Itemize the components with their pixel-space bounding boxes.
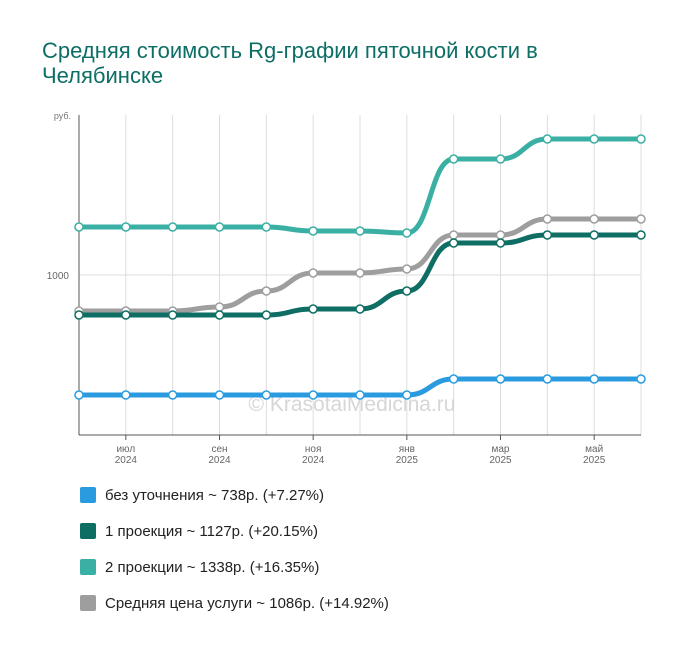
chart-legend: без уточнения ~ 738р. (+7.27%) 1 проекция… (80, 483, 389, 627)
data-point (261, 390, 272, 400)
data-point (495, 154, 506, 164)
data-point (448, 374, 459, 384)
legend-label: 1 проекция ~ 1127р. (+20.15%) (105, 522, 318, 540)
legend-swatch (80, 487, 96, 503)
legend-label: без уточнения ~ 738р. (+7.27%) (105, 486, 325, 504)
legend-swatch (80, 595, 96, 611)
data-point (261, 286, 272, 296)
data-point (355, 390, 365, 400)
data-point (636, 134, 646, 144)
data-point (402, 390, 412, 400)
data-point (542, 230, 553, 240)
x-tick-month: ноя (305, 444, 322, 455)
data-point (636, 374, 646, 384)
legend-label: 2 проекции ~ 1338р. (+16.35%) (105, 558, 320, 576)
data-point (542, 374, 553, 384)
x-tick-year: 2024 (208, 455, 231, 466)
data-point (167, 222, 178, 232)
data-point (167, 390, 178, 400)
data-point (589, 230, 599, 240)
data-point (448, 230, 459, 240)
data-point (261, 222, 272, 232)
data-point (402, 286, 412, 296)
data-point (214, 302, 225, 312)
watermark: © KrasotaiMedicina.ru (249, 393, 456, 416)
legend-swatch (80, 523, 96, 539)
data-point (636, 230, 646, 240)
data-point (542, 134, 553, 144)
data-point (308, 390, 318, 400)
data-point (308, 268, 318, 278)
data-point (261, 310, 272, 320)
y-tick-label: 1000 (47, 271, 70, 282)
data-point (74, 390, 84, 400)
legend-swatch (80, 559, 96, 575)
y-axis-unit-label: руб. (54, 111, 71, 121)
data-point (448, 154, 459, 164)
data-point (121, 390, 131, 400)
x-tick-month: янв (399, 444, 415, 455)
data-point (308, 304, 318, 314)
x-tick-year: 2024 (302, 455, 325, 466)
data-point (355, 226, 365, 236)
data-point (74, 222, 84, 232)
x-tick-year: 2025 (583, 455, 606, 466)
data-point (355, 268, 365, 278)
data-point (121, 222, 131, 232)
data-point (589, 214, 599, 224)
data-point (448, 238, 459, 248)
data-point (495, 374, 506, 384)
chart-title: Средняя стоимость Rg-графии пяточной кос… (42, 38, 538, 88)
x-tick-month: май (585, 444, 603, 455)
legend-item[interactable]: Средняя цена услуги ~ 1086р. (+14.92%) (80, 591, 389, 615)
data-point (167, 310, 178, 320)
data-point (495, 230, 506, 240)
x-tick-year: 2024 (115, 455, 138, 466)
data-point (214, 390, 225, 400)
x-tick-month: июл (116, 444, 135, 455)
data-point (589, 134, 599, 144)
data-point (402, 264, 412, 274)
legend-item[interactable]: без уточнения ~ 738р. (+7.27%) (80, 483, 389, 507)
x-tick-year: 2025 (489, 455, 512, 466)
data-point (589, 374, 599, 384)
legend-item[interactable]: 2 проекции ~ 1338р. (+16.35%) (80, 555, 389, 579)
data-point (121, 310, 131, 320)
data-point (542, 214, 553, 224)
data-point (495, 238, 506, 248)
data-point (214, 310, 225, 320)
legend-label: Средняя цена услуги ~ 1086р. (+14.92%) (105, 594, 389, 612)
data-point (214, 222, 225, 232)
x-tick-month: мар (492, 444, 510, 455)
line-chart: 1000руб.июл2024сен2024ноя2024янв2025мар2… (47, 111, 646, 466)
x-tick-year: 2025 (396, 455, 419, 466)
x-tick-month: сен (211, 444, 227, 455)
data-point (308, 226, 318, 236)
data-point (402, 228, 412, 238)
data-point (636, 214, 646, 224)
data-point (74, 310, 84, 320)
data-point (355, 304, 365, 314)
legend-item[interactable]: 1 проекция ~ 1127р. (+20.15%) (80, 519, 389, 543)
